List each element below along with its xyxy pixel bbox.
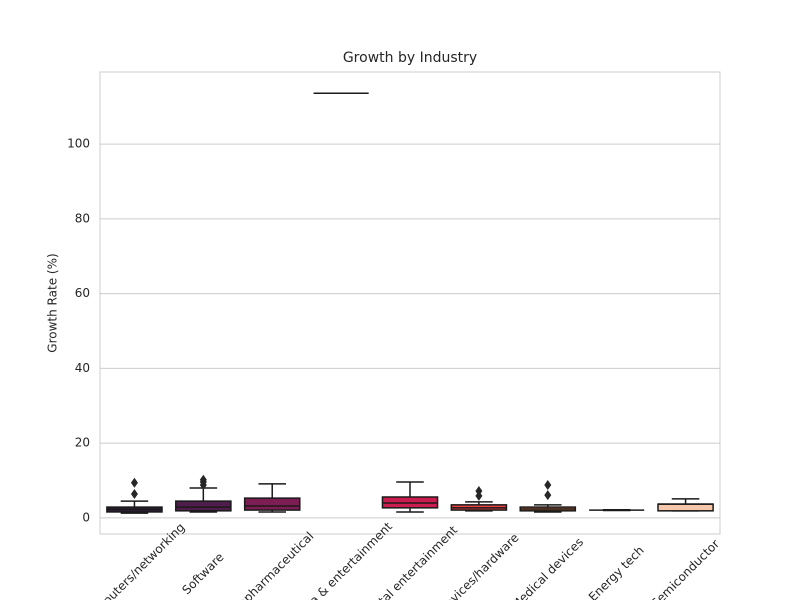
y-tick-label: 20 xyxy=(75,436,90,450)
x-tick-label: Software xyxy=(179,550,226,597)
plot-frame xyxy=(99,71,721,535)
x-tick-label: Media & entertainment xyxy=(287,519,396,600)
y-tick-label: 60 xyxy=(75,286,90,300)
outlier xyxy=(130,489,138,500)
box xyxy=(175,500,232,512)
x-tick-label: Medical devices xyxy=(509,535,586,600)
y-tick-label: 100 xyxy=(67,137,90,151)
y-tick-label: 80 xyxy=(75,211,90,225)
outlier xyxy=(475,490,483,501)
chart-title: Growth by Industry xyxy=(343,50,477,66)
x-tick-label: Computers/networking xyxy=(81,520,188,600)
x-tick-label: Semiconductor xyxy=(648,537,722,600)
box xyxy=(243,497,301,511)
outlier xyxy=(130,477,138,488)
outlier xyxy=(544,480,552,491)
y-tick-label: 0 xyxy=(82,510,90,524)
box xyxy=(657,503,714,512)
x-tick-label: Biopharmaceutical xyxy=(227,529,316,600)
y-tick-label: 40 xyxy=(75,361,90,375)
y-axis-label: Growth Rate (%) xyxy=(46,253,60,352)
x-tick-label: Energy tech xyxy=(586,543,647,600)
outlier xyxy=(544,490,552,501)
outlier xyxy=(199,480,207,491)
